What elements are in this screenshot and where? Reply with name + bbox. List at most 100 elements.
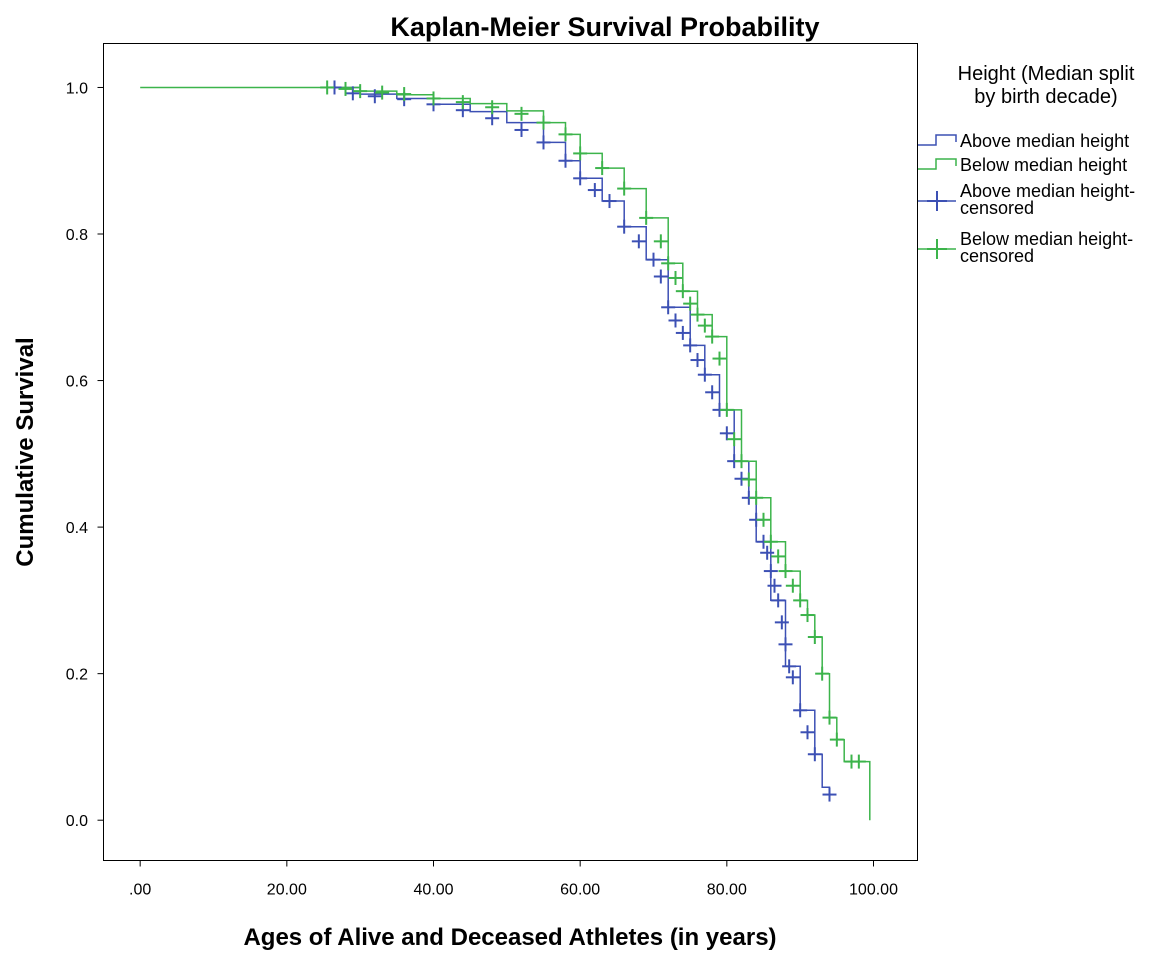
legend-title: Height (Median split — [958, 63, 1135, 85]
y-axis: 0.0 0.2 0.4 0.6 0.8 1.0 — [66, 80, 104, 830]
censor-mark-series-1 — [320, 80, 335, 95]
chart-title: Kaplan-Meier Survival Probability — [390, 12, 819, 42]
censor-mark-series-1 — [455, 95, 470, 110]
censor-mark-series-1 — [485, 100, 500, 115]
legend-item: Below median height-censored — [918, 229, 1133, 266]
y-tick-label: 0.4 — [66, 520, 88, 537]
censor-mark-series-0 — [668, 313, 683, 328]
censor-mark-series-1 — [617, 181, 632, 196]
censor-mark-series-0 — [653, 269, 668, 284]
censor-mark-series-1 — [558, 127, 573, 142]
plot-frame — [103, 43, 918, 861]
y-tick-label: 0.6 — [66, 374, 88, 391]
censor-mark-series-1 — [595, 161, 610, 176]
censor-mark-series-1 — [639, 210, 654, 225]
censor-mark-series-1 — [653, 234, 668, 249]
censor-mark-series-1 — [800, 608, 815, 623]
censor-mark-series-0 — [800, 725, 815, 740]
censor-mark-series-0 — [345, 86, 360, 101]
censor-mark-series-1 — [829, 732, 844, 747]
censor-mark-series-1 — [536, 115, 551, 130]
censor-mark-series-1 — [778, 564, 793, 579]
censor-mark-series-0 — [646, 252, 661, 267]
censor-mark-series-0 — [558, 153, 573, 168]
censor-mark-series-1 — [851, 754, 866, 769]
x-tick-label: 40.00 — [413, 882, 453, 899]
x-axis-title: Ages of Alive and Deceased Athletes (in … — [243, 924, 776, 951]
y-tick-label: 0.2 — [66, 667, 88, 684]
censor-mark-series-1 — [771, 549, 786, 564]
censor-mark-series-0 — [602, 194, 617, 209]
legend-step-swatch — [918, 134, 957, 146]
censor-mark-series-0 — [778, 637, 793, 652]
legend-censor-mark — [927, 239, 947, 259]
y-axis-title: Cumulative Survival — [12, 337, 39, 566]
legend-item: Below median height — [918, 155, 1127, 175]
y-tick-label: 0.8 — [66, 227, 88, 244]
x-axis: .00 20.00 40.00 60.00 80.00 100.00 — [129, 860, 898, 899]
censor-mark-series-0 — [760, 545, 775, 560]
legend-label: Below median height- — [960, 229, 1133, 249]
censor-mark-series-1 — [675, 284, 690, 299]
censor-mark-series-0 — [587, 183, 602, 198]
censor-mark-series-0 — [771, 593, 786, 608]
censor-mark-series-0 — [705, 385, 720, 400]
censor-mark-series-0 — [367, 89, 382, 104]
censor-mark-series-0 — [774, 615, 789, 630]
censor-mark-series-1 — [690, 307, 705, 322]
x-tick-label: .00 — [129, 882, 151, 899]
censor-mark-series-1 — [734, 454, 749, 469]
censor-mark-series-1 — [756, 512, 771, 527]
legend-label: Below median height — [960, 155, 1127, 175]
censor-mark-series-1 — [661, 256, 676, 271]
censor-mark-series-1 — [822, 710, 837, 725]
censor-mark-series-0 — [683, 338, 698, 353]
x-tick-label: 80.00 — [707, 882, 747, 899]
survival-curve-series-0 — [330, 86, 831, 795]
legend-censor-mark — [927, 191, 947, 211]
censor-mark-series-0 — [661, 300, 676, 315]
censor-mark-series-1 — [426, 91, 441, 106]
censor-mark-series-0 — [822, 787, 837, 802]
censor-mark-series-1 — [719, 402, 734, 417]
censor-mark-series-0 — [767, 578, 782, 593]
censor-mark-series-1 — [749, 490, 764, 505]
censor-mark-series-0 — [631, 234, 646, 249]
censor-mark-series-0 — [785, 670, 800, 685]
censor-mark-series-0 — [697, 367, 712, 382]
survival-curve-series-1 — [140, 86, 871, 821]
censor-mark-series-1 — [815, 666, 830, 681]
censor-mark-series-1 — [338, 81, 353, 96]
legend-label: Above median height- — [960, 181, 1135, 201]
censor-mark-series-1 — [697, 318, 712, 333]
censor-mark-series-1 — [705, 329, 720, 344]
censor-mark-series-0 — [675, 325, 690, 340]
censor-mark-series-1 — [683, 296, 698, 311]
legend-step-swatch — [918, 158, 957, 170]
censor-mark-series-1 — [375, 85, 390, 100]
censor-mark-series-1 — [727, 432, 742, 447]
censor-mark-series-0 — [719, 426, 734, 441]
y-tick-label: 0.0 — [66, 813, 88, 830]
legend-item: Above median height-censored — [918, 181, 1135, 218]
legend-item: Above median height — [918, 131, 1129, 151]
censor-mark-series-1 — [785, 578, 800, 593]
censor-mark-series-1 — [741, 472, 756, 487]
censor-mark-series-0 — [514, 122, 529, 137]
legend-title: by birth decade) — [974, 86, 1117, 108]
censor-mark-series-1 — [763, 534, 778, 549]
censor-mark-series-0 — [690, 353, 705, 368]
censor-mark-series-0 — [807, 747, 822, 762]
x-tick-label: 20.00 — [267, 882, 307, 899]
censor-mark-series-0 — [617, 219, 632, 234]
censor-mark-series-0 — [763, 564, 778, 579]
censor-mark-series-0 — [573, 171, 588, 186]
censor-mark-series-1 — [514, 106, 529, 121]
censor-mark-series-1 — [712, 351, 727, 366]
legend-label: censored — [960, 246, 1034, 266]
censor-mark-series-1 — [397, 87, 412, 102]
censor-mark-series-1 — [353, 84, 368, 99]
censor-mark-series-1 — [573, 146, 588, 161]
